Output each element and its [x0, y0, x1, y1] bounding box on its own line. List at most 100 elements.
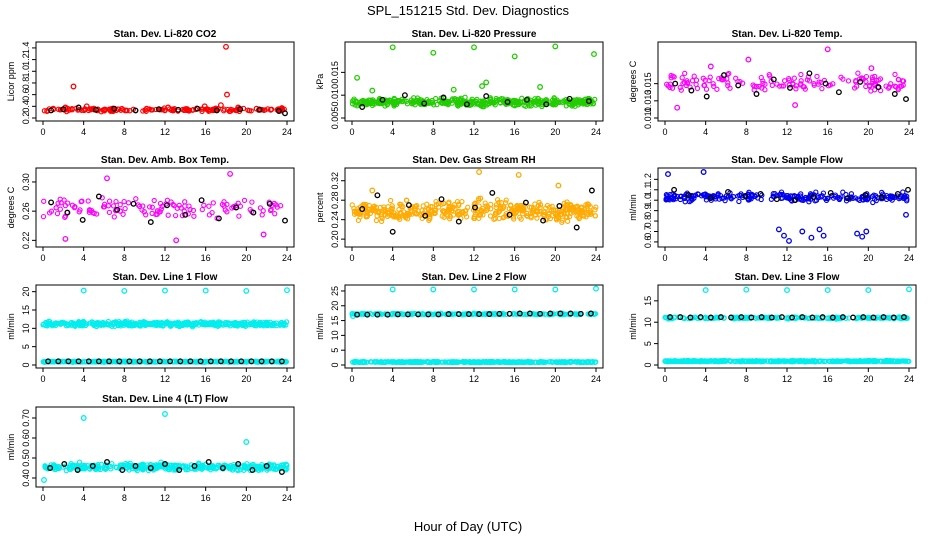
x-tick-label: 24: [282, 493, 292, 503]
data-point-dense: [583, 214, 589, 220]
plot-frame: [657, 167, 917, 248]
data-point-dense: [705, 358, 711, 365]
y-tick-label: 0.6: [643, 236, 653, 249]
data-point: [233, 204, 240, 211]
data-point: [130, 200, 137, 207]
data-point-dense: [780, 191, 786, 198]
y-tick-label: 0.20: [330, 230, 340, 248]
data-point-dense: [409, 99, 415, 105]
data-point-dense: [746, 358, 752, 364]
data-point-dense: [721, 195, 727, 201]
data-point-dense: [105, 203, 112, 209]
data-point-dense: [785, 315, 792, 321]
data-point: [702, 287, 709, 294]
data-point: [173, 237, 180, 244]
data-point-dense: [669, 194, 675, 201]
data-point-dense: [40, 213, 47, 220]
data-point: [111, 105, 118, 112]
y-tick-label: 15: [330, 316, 340, 326]
data-point-dense: [501, 98, 507, 105]
data-point-dense: [830, 195, 837, 201]
data-point-dense: [409, 101, 415, 107]
x-tick-label: 24: [282, 374, 292, 384]
y-axis-label: kPa: [315, 74, 325, 90]
data-point-dense: [75, 321, 81, 327]
y-tick-label: 0.9: [643, 204, 653, 217]
data-point-dense: [496, 359, 503, 366]
data-point: [176, 467, 183, 473]
data-point-dense: [408, 359, 415, 365]
data-point: [465, 311, 472, 318]
data-point-dense: [876, 77, 882, 83]
data-point-dense: [750, 82, 756, 88]
data-point-dense: [171, 202, 177, 209]
data-point-dense: [483, 311, 489, 317]
data-point-dense: [228, 462, 234, 469]
data-point-dense: [349, 202, 355, 208]
x-tick-label: 16: [510, 127, 520, 137]
y-tick-label: 0.26: [21, 202, 31, 220]
data-point-dense: [149, 204, 155, 210]
panel-10: Stan. Dev. Line 4 (LT) Flow 0 4 8 12 16 20 24 0.…: [6, 394, 295, 503]
data-point-dense: [259, 212, 265, 218]
x-tick-label: 12: [782, 253, 792, 263]
data-point-dense: [692, 358, 699, 364]
data-point: [425, 311, 432, 318]
data-point: [878, 194, 885, 201]
data-point-dense: [575, 207, 581, 213]
data-point-dense: [677, 84, 683, 91]
data-point: [845, 195, 851, 202]
data-point-dense: [53, 463, 59, 469]
data-point: [735, 82, 742, 89]
data-point-dense: [550, 98, 557, 105]
x-tick-label: 24: [282, 253, 292, 263]
data-point-dense: [482, 200, 488, 206]
data-point: [792, 197, 799, 204]
data-point: [194, 105, 201, 112]
data-point-dense: [516, 359, 522, 365]
data-point-dense: [575, 98, 581, 105]
data-point-dense: [892, 71, 898, 78]
data-point-dense: [490, 359, 497, 366]
data-point-dense: [182, 199, 188, 205]
data-point-dense: [432, 311, 438, 317]
data-point: [374, 192, 381, 199]
x-tick-label: 12: [160, 253, 170, 263]
data-point-dense: [249, 199, 255, 205]
data-point-dense: [58, 200, 64, 206]
data-point: [394, 311, 401, 318]
data-point: [799, 228, 806, 235]
data-point: [585, 98, 592, 105]
data-point: [359, 104, 366, 110]
data-point-dense: [686, 198, 693, 205]
data-point-dense: [237, 467, 244, 473]
data-point-dense: [188, 462, 194, 468]
y-tick-label: 20: [330, 301, 340, 311]
data-point-dense: [200, 462, 206, 468]
data-point-dense: [837, 314, 843, 321]
x-tick-label: 16: [823, 374, 833, 384]
data-point-dense: [241, 197, 248, 204]
data-point-dense: [477, 98, 484, 104]
data-point: [479, 83, 486, 90]
data-point-dense: [693, 81, 699, 88]
data-point: [591, 51, 597, 58]
data-point-dense: [252, 320, 258, 327]
data-point-dense: [904, 193, 910, 199]
data-point-dense: [887, 358, 893, 364]
data-point-dense: [494, 197, 501, 203]
panel-title: Stan. Dev. Li-820 Pressure: [412, 29, 537, 40]
y-tick-label: 0.24: [330, 211, 340, 229]
data-point-dense: [855, 70, 861, 76]
x-tick-label: 0: [40, 253, 45, 263]
y-tick-label: 0.015: [643, 72, 653, 95]
data-point-dense: [392, 214, 398, 220]
data-point: [224, 91, 230, 98]
data-point: [721, 72, 727, 79]
data-point: [175, 106, 182, 113]
data-point-dense: [61, 197, 67, 203]
y-tick-label: 0.8: [21, 77, 31, 90]
data-point: [197, 358, 204, 365]
data-point: [359, 206, 366, 212]
data-point-dense: [209, 320, 216, 326]
